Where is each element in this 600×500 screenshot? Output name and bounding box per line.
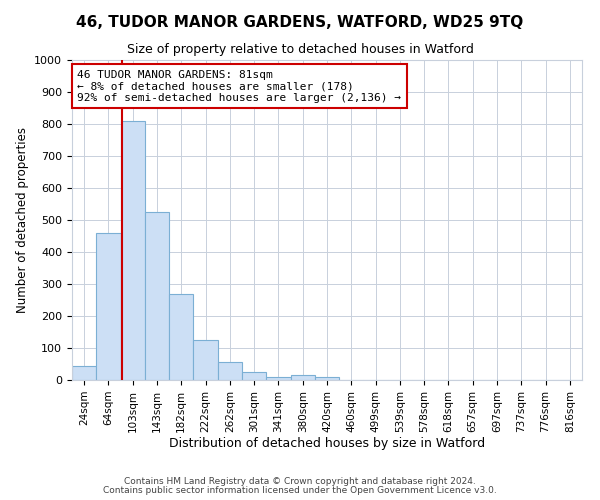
Bar	[242, 372, 266, 380]
Bar	[315, 377, 339, 380]
Bar	[145, 212, 169, 380]
Y-axis label: Number of detached properties: Number of detached properties	[16, 127, 29, 313]
Bar	[193, 340, 218, 380]
Text: Size of property relative to detached houses in Watford: Size of property relative to detached ho…	[127, 42, 473, 56]
Bar	[290, 375, 315, 380]
Bar	[218, 362, 242, 380]
Text: Contains public sector information licensed under the Open Government Licence v3: Contains public sector information licen…	[103, 486, 497, 495]
Text: Contains HM Land Registry data © Crown copyright and database right 2024.: Contains HM Land Registry data © Crown c…	[124, 477, 476, 486]
Text: 46, TUDOR MANOR GARDENS, WATFORD, WD25 9TQ: 46, TUDOR MANOR GARDENS, WATFORD, WD25 9…	[76, 15, 524, 30]
Bar	[72, 366, 96, 380]
Text: 46 TUDOR MANOR GARDENS: 81sqm
← 8% of detached houses are smaller (178)
92% of s: 46 TUDOR MANOR GARDENS: 81sqm ← 8% of de…	[77, 70, 401, 103]
Bar	[266, 377, 290, 380]
X-axis label: Distribution of detached houses by size in Watford: Distribution of detached houses by size …	[169, 438, 485, 450]
Bar	[169, 294, 193, 380]
Bar	[121, 121, 145, 380]
Bar	[96, 233, 121, 380]
